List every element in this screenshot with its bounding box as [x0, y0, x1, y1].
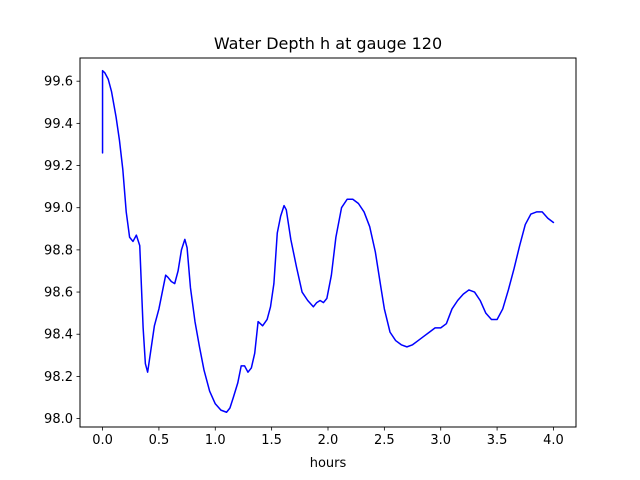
x-tick-label: 1.5 — [261, 433, 282, 448]
y-tick-label: 98.8 — [44, 243, 73, 258]
series-layer — [101, 69, 555, 413]
y-tick-label: 99.2 — [44, 159, 73, 174]
y-tick-label: 99.0 — [44, 201, 73, 216]
y-tick-label: 98.2 — [44, 370, 73, 385]
x-tick-label: 1.0 — [205, 433, 226, 448]
y-tick-label: 98.6 — [44, 286, 73, 301]
x-tick-label: 3.0 — [430, 433, 451, 448]
y-axis-ticks: 98.0 98.2 98.4 98.6 98.8 99.0 99.2 99.4 99.6 — [44, 75, 80, 427]
x-tick-label: 4.0 — [543, 433, 564, 448]
x-tick-label: 2.0 — [318, 433, 339, 448]
x-axis-ticks: 0.0 0.5 1.0 1.5 2.0 2.5 3.0 3.5 4.0 — [92, 427, 564, 448]
x-axis-label: hours — [310, 456, 347, 471]
plot-area — [80, 58, 576, 427]
y-tick-label: 98.0 — [44, 412, 73, 427]
chart-title: Water Depth h at gauge 120 — [214, 34, 442, 53]
series-line-0 — [101, 69, 555, 413]
y-tick-label: 99.4 — [44, 117, 73, 132]
x-tick-label: 0.5 — [149, 433, 170, 448]
x-tick-label: 0.0 — [92, 433, 113, 448]
y-tick-label: 99.6 — [44, 75, 73, 90]
plot-background — [80, 58, 576, 427]
y-tick-label: 98.4 — [44, 328, 73, 343]
x-tick-label: 2.5 — [374, 433, 395, 448]
x-tick-label: 3.5 — [487, 433, 508, 448]
